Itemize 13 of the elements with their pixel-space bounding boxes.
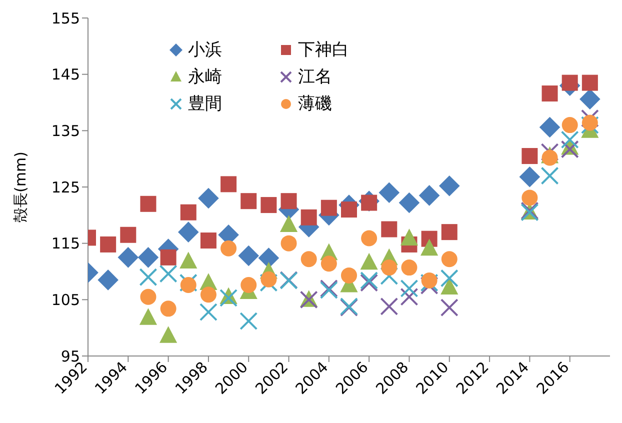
y-axis-title: 殻長(mm) (11, 152, 30, 222)
y-tick-label: 145 (51, 66, 80, 84)
legend-label: 薄磯 (298, 93, 332, 115)
legend-label: 永崎 (188, 66, 222, 88)
y-tick-label: 135 (51, 122, 80, 140)
y-tick-label: 115 (51, 234, 80, 253)
y-tick-label: 125 (51, 178, 80, 196)
y-tick-label: 155 (51, 9, 80, 28)
legend-label: 小浜 (188, 39, 222, 61)
legend-label: 江名 (298, 66, 332, 88)
legend-label: 下神白 (298, 39, 349, 61)
y-tick-label: 105 (51, 290, 80, 309)
legend-label: 豊間 (188, 93, 222, 115)
